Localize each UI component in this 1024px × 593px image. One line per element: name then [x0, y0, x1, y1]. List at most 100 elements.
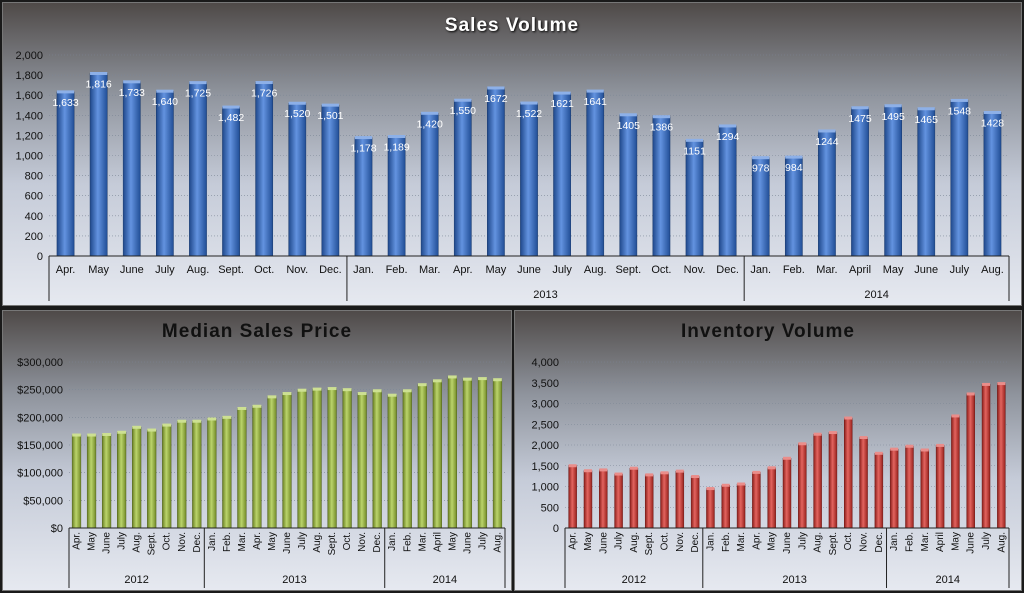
bar [71, 434, 82, 529]
data-label: 1,189 [383, 142, 409, 154]
data-label: 1,725 [185, 88, 211, 100]
bar [387, 136, 406, 257]
y-tick-label: 3,500 [531, 378, 559, 390]
category-label: June [914, 264, 938, 276]
bar-cap [493, 378, 502, 382]
category-label: Feb. [386, 264, 408, 276]
bar-cap [660, 471, 669, 475]
category-label: Oct. [254, 264, 274, 276]
bar [828, 432, 838, 529]
category-label: Apr. [751, 532, 762, 550]
data-label: 1641 [584, 96, 608, 108]
bar-cap [147, 428, 157, 432]
category-label: Nov. [859, 532, 870, 552]
bar-cap [312, 387, 322, 391]
category-label: Aug. [492, 532, 503, 553]
bar [357, 393, 367, 529]
bar [718, 125, 737, 257]
y-tick-label: 3,000 [531, 399, 559, 411]
data-label: 1,178 [350, 143, 376, 155]
bar [321, 104, 340, 257]
median-price-panel: Median Sales Price $0 $50,000 $100,000 $150… [2, 310, 512, 591]
category-label: Oct. [162, 532, 173, 550]
category-label: Aug. [187, 264, 210, 276]
bar [156, 90, 174, 257]
category-label: July [477, 532, 488, 550]
bar [644, 474, 654, 529]
bar-cap [785, 155, 803, 159]
bar-cap [599, 468, 608, 472]
data-label: 1,522 [516, 108, 542, 120]
category-label: Mar. [816, 264, 837, 276]
category-label: May [583, 532, 594, 551]
category-label: June [462, 532, 473, 554]
bar-cap [645, 473, 654, 477]
bar [736, 483, 746, 529]
data-label: 984 [785, 162, 803, 174]
bar [132, 427, 142, 529]
bar [222, 106, 240, 257]
bar [752, 472, 761, 529]
bar-cap [586, 89, 604, 93]
bar-cap [117, 430, 126, 434]
category-label: May [486, 264, 507, 276]
bar [192, 420, 202, 529]
group-label: 2012 [622, 574, 646, 586]
y-tick-label: $200,000 [17, 412, 63, 424]
y-tick-label: 400 [25, 211, 43, 223]
category-label: Dec. [716, 264, 739, 276]
category-label: June [517, 264, 541, 276]
bar [917, 108, 936, 257]
category-label: Jan. [705, 532, 716, 551]
bar-cap [568, 464, 577, 468]
data-label: 1,420 [417, 118, 443, 130]
bar-cap [222, 415, 232, 419]
bar-cap [917, 107, 935, 111]
bar [782, 458, 792, 529]
median-price-title: Median Sales Price [161, 321, 353, 342]
bar [101, 434, 112, 529]
category-label: Nov. [675, 532, 686, 552]
bar-cap [387, 393, 397, 397]
bar-cap [520, 101, 538, 105]
category-label: Apr. [568, 532, 579, 550]
bar-cap [327, 387, 337, 391]
category-label: Feb. [402, 532, 413, 552]
group-label: 2014 [864, 289, 888, 301]
bar [342, 389, 352, 529]
bar-cap [357, 392, 367, 396]
bar [629, 467, 639, 529]
bar-cap [255, 81, 273, 85]
category-label: Oct. [660, 532, 671, 550]
bar [690, 476, 700, 529]
category-label: Mar. [237, 532, 248, 551]
data-label: 1151 [683, 145, 706, 157]
bar [553, 92, 571, 257]
bar [889, 448, 899, 529]
bar [874, 453, 884, 529]
bar-cap [102, 432, 111, 436]
group-label: 2013 [533, 289, 557, 301]
bar [255, 82, 274, 257]
category-label: May [767, 532, 778, 551]
bar [189, 82, 207, 257]
bar [432, 380, 442, 529]
bar [586, 90, 605, 257]
category-label: Aug. [996, 532, 1007, 553]
category-label: May [87, 532, 98, 551]
bar [685, 140, 704, 257]
y-tick-label: 2,000 [15, 50, 43, 62]
y-tick-label: 200 [25, 231, 43, 243]
bar-cap [553, 91, 571, 95]
bar [675, 470, 685, 529]
category-label: Oct. [843, 532, 854, 550]
category-label: June [102, 532, 113, 554]
category-label: July [797, 532, 808, 550]
bar [652, 116, 671, 257]
bar [447, 376, 457, 529]
category-label: May [447, 532, 458, 551]
group-label: 2014 [433, 574, 457, 586]
category-label: Apr. [252, 532, 263, 550]
bar [162, 424, 172, 529]
data-label: 1475 [848, 113, 872, 125]
